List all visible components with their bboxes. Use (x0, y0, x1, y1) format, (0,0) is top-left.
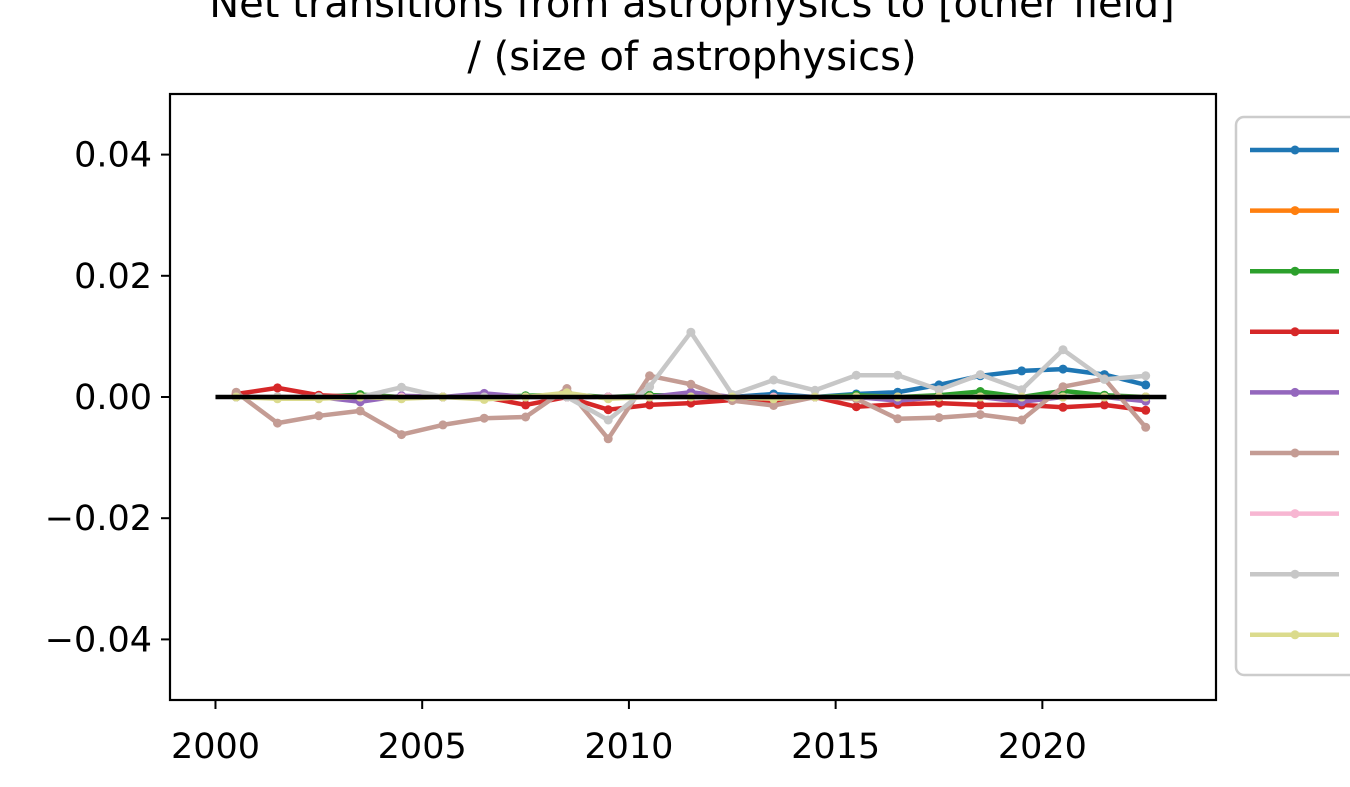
legend-entries (1250, 145, 1339, 640)
data-point (438, 420, 448, 430)
data-point (397, 382, 406, 392)
chart-title-line-2: / (size of astrophysics) (467, 34, 916, 80)
legend-entry-5 (1250, 387, 1339, 397)
data-point (1017, 366, 1027, 376)
series-6 (231, 371, 1151, 444)
data-point (645, 371, 655, 381)
data-point (521, 412, 531, 422)
data-point (1141, 405, 1151, 415)
data-point (975, 370, 985, 380)
data-point (1058, 402, 1068, 412)
data-point (1141, 380, 1151, 390)
data-point (273, 418, 282, 428)
x-tick-label: 2000 (171, 727, 260, 767)
y-tick-label: 0.02 (74, 257, 152, 297)
series-layer (231, 327, 1151, 444)
data-point (851, 370, 861, 380)
data-point (645, 382, 655, 392)
data-point (1141, 371, 1151, 381)
x-tick-label: 2020 (998, 727, 1087, 767)
chart-title: Net transitions from astrophysics to [ot… (209, 0, 1175, 80)
data-point (603, 434, 613, 444)
legend-entry-9 (1250, 630, 1339, 640)
legend-marker (1290, 145, 1300, 155)
y-axis: 0.04 0.02 0.00 −0.02 −0.04 (45, 136, 170, 660)
data-point (521, 400, 531, 410)
data-point (314, 411, 324, 421)
data-point (355, 406, 365, 416)
data-point (769, 375, 779, 385)
legend-marker (1290, 509, 1300, 519)
legend (1234, 115, 1350, 677)
data-point (686, 379, 696, 389)
data-point (810, 385, 820, 395)
data-point (1058, 382, 1068, 392)
legend-marker (1290, 206, 1300, 216)
data-point (603, 415, 613, 425)
legend-entry-1 (1250, 145, 1339, 155)
data-point (1017, 385, 1027, 395)
data-point (1141, 422, 1151, 432)
legend-marker (1290, 266, 1300, 276)
data-point (603, 405, 613, 415)
legend-entry-4 (1250, 327, 1339, 337)
y-tick-label: −0.02 (45, 499, 152, 539)
data-point (1099, 400, 1109, 410)
data-point (397, 430, 406, 440)
data-point (1099, 374, 1109, 384)
series-8 (231, 327, 1151, 425)
y-tick-label: 0.00 (74, 378, 152, 418)
data-point (273, 383, 282, 393)
data-point (1058, 345, 1068, 355)
data-point (934, 385, 944, 395)
legend-marker (1290, 387, 1300, 397)
x-axis: 2000 2005 2010 2015 2020 (171, 700, 1087, 767)
legend-marker (1290, 630, 1300, 640)
legend-entry-6 (1250, 448, 1339, 458)
data-point (1017, 415, 1027, 425)
legend-entry-8 (1250, 569, 1339, 579)
data-point (975, 410, 985, 420)
data-point (934, 413, 944, 423)
data-point (769, 401, 779, 410)
data-point (893, 414, 903, 424)
data-point (645, 400, 655, 410)
chart-title-line-1: Net transitions from astrophysics to [ot… (209, 0, 1175, 27)
data-point (479, 413, 489, 423)
y-tick-label: −0.04 (45, 620, 152, 660)
x-tick-label: 2015 (791, 727, 880, 767)
data-point (686, 327, 696, 337)
data-point (851, 402, 861, 412)
data-point (1058, 364, 1068, 374)
y-tick-label: 0.04 (74, 136, 152, 176)
data-point (893, 370, 903, 380)
legend-marker (1290, 327, 1300, 337)
data-point (975, 400, 985, 410)
x-tick-label: 2005 (378, 727, 467, 767)
legend-entry-7 (1250, 509, 1339, 519)
legend-marker (1290, 569, 1300, 579)
legend-entry-2 (1250, 206, 1339, 216)
x-tick-label: 2010 (584, 727, 673, 767)
legend-marker (1290, 448, 1300, 458)
legend-entry-3 (1250, 266, 1339, 276)
